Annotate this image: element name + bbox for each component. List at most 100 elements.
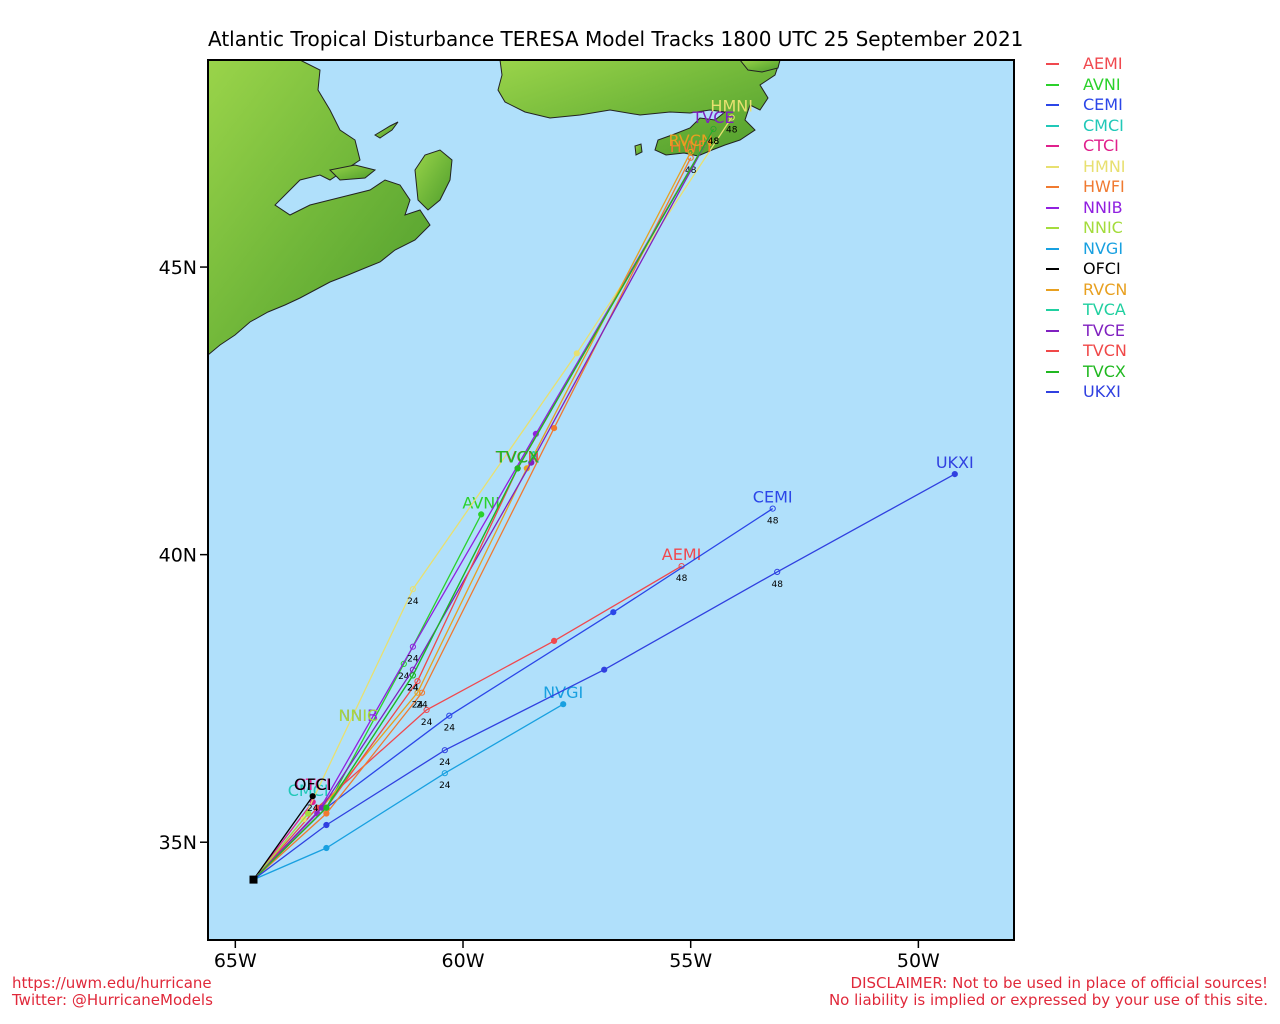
track-line-aemi <box>253 565 682 881</box>
legend-swatch <box>1046 186 1059 188</box>
track-point <box>573 350 580 357</box>
legend-label: CTCI <box>1083 136 1119 155</box>
track-point <box>560 701 567 708</box>
map-frame <box>207 59 1015 941</box>
legend-swatch <box>1046 370 1059 373</box>
track-point <box>514 465 521 472</box>
model-label-tvcx: TVCX <box>495 447 539 466</box>
track-line-tvcx <box>253 128 715 881</box>
legend-label: TVCX <box>1083 361 1126 381</box>
legend-label: HMNI <box>1083 156 1126 176</box>
track-line-ofci <box>252 795 314 880</box>
legend-swatch <box>1046 329 1059 332</box>
model-label-nvgi: NVGI <box>543 683 583 702</box>
model-tracks: 2448AEMI24AVNI2448CEMICMCICTCI2448HMNI24… <box>249 97 974 884</box>
legend-swatch <box>1046 268 1059 270</box>
legend-label: CMCI <box>1083 115 1124 135</box>
hour-label: 24 <box>421 718 433 728</box>
legend-swatch <box>1046 124 1059 127</box>
legend-swatch <box>1046 350 1059 352</box>
legend-label: NNIC <box>1083 218 1123 237</box>
y-tick-label: 45N <box>159 257 197 279</box>
hour-label: 24 <box>412 701 424 711</box>
track-line-nnic <box>252 813 309 881</box>
track-point <box>769 505 776 512</box>
track-point <box>551 425 558 432</box>
legend-label: CEMI <box>1083 95 1123 114</box>
x-tick-label: 65W <box>214 950 257 972</box>
track-aemi: 24 48 AEMI <box>253 545 702 881</box>
legend-label: HWFI <box>1083 177 1125 196</box>
track-point <box>528 459 535 466</box>
model-label-aemi: AEMI <box>662 545 702 564</box>
model-label-tvca: TVCA <box>495 447 539 466</box>
footer-disclaimer-1: DISCLAIMER: Not to be used in place of o… <box>850 974 1268 992</box>
legend-swatch <box>1046 247 1059 250</box>
footer-url: https://uwm.edu/hurricane <box>12 974 212 992</box>
x-tick-label: 60W <box>442 950 485 972</box>
hour-label: 24 <box>307 804 319 814</box>
track-point <box>414 678 421 685</box>
track-point <box>441 770 448 777</box>
hour-label: 24 <box>407 683 419 693</box>
track-point <box>414 689 421 696</box>
track-nvgi: 24 NVGI <box>253 683 583 881</box>
model-label-avni: AVNI <box>462 493 500 512</box>
track-line-ukxi <box>253 473 956 881</box>
chart-title: Atlantic Tropical Disturbance TERESA Mod… <box>208 27 1024 51</box>
legend-label: RVCN <box>1083 279 1128 299</box>
model-label-rvcn: RVCN <box>669 131 713 150</box>
track-point <box>409 672 416 679</box>
hour-label: 24 <box>439 758 451 768</box>
track-point <box>601 666 608 673</box>
y-tick-label: 35N <box>159 832 197 854</box>
legend-swatch <box>1046 83 1059 86</box>
track-ukxi: 24 48 UKXI <box>253 453 974 881</box>
legend-label: UKXI <box>1083 382 1121 401</box>
hour-label: 24 <box>407 655 419 665</box>
track-point <box>951 471 958 478</box>
land-layer <box>208 60 781 356</box>
hour-label: 24 <box>407 597 419 607</box>
cape-breton-land <box>414 149 453 211</box>
model-label-hmni: HMNI <box>710 97 753 116</box>
legend-swatch <box>1046 227 1059 229</box>
hour-label: 48 <box>676 574 688 584</box>
legend-label: AEMI <box>1083 54 1123 73</box>
track-tvcx: 24 TVCX <box>253 125 717 881</box>
track-point <box>441 747 448 754</box>
y-tick-label: 40N <box>159 545 197 567</box>
saint-pierre-land <box>634 143 643 156</box>
hour-label: 24 <box>416 701 428 711</box>
hour-label: 24 <box>444 724 456 734</box>
hour-label: 48 <box>708 137 720 147</box>
x-tick-label: 55W <box>669 950 712 972</box>
footer-twitter: Twitter: @HurricaneModels <box>12 991 213 1009</box>
legend-swatch <box>1046 391 1059 393</box>
hour-label: 48 <box>771 580 783 590</box>
hour-label: 48 <box>767 517 779 527</box>
model-label-nnic: NNIC <box>338 706 378 725</box>
legend-label: TVCE <box>1083 320 1125 340</box>
model-label-ukxi: UKXI <box>936 453 974 472</box>
newfoundland-land <box>497 60 781 157</box>
track-point <box>323 810 330 817</box>
legend-swatch <box>1046 165 1059 168</box>
track-line-tvce <box>253 128 715 881</box>
model-label-nnib: NNIB <box>338 706 378 725</box>
track-point <box>446 712 453 719</box>
track-point <box>323 844 330 852</box>
track-point <box>710 125 717 133</box>
anticosti-land <box>374 121 399 139</box>
model-label-cmci: CMCI <box>288 781 329 800</box>
track-point <box>610 609 617 616</box>
hour-label: 48 <box>726 126 738 136</box>
legend-label: TVCA <box>1083 300 1126 319</box>
legend-swatch <box>1046 104 1059 106</box>
track-point <box>409 586 416 593</box>
track-point <box>309 793 316 800</box>
track-point <box>323 821 330 829</box>
hour-label: 48 <box>708 137 720 147</box>
legend-label: TVCN <box>1083 341 1127 360</box>
track-point <box>409 643 416 650</box>
